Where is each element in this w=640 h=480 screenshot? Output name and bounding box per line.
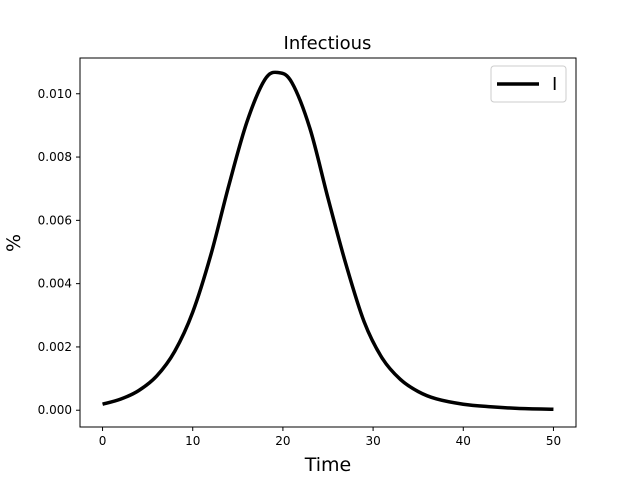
legend-label-i: I <box>552 74 557 95</box>
legend: I <box>490 65 567 103</box>
ticks-layer: 0 10 20 30 40 50 0.000 0.002 0.004 0.006 0.008 0.01… <box>38 87 561 448</box>
x-tick-label: 0 <box>99 434 107 448</box>
y-tick-label: 0.010 <box>38 87 72 101</box>
plot-area <box>80 58 576 427</box>
x-tick-label: 30 <box>365 434 380 448</box>
series-line-i <box>102 70 554 412</box>
x-axis-label: Time <box>304 454 352 476</box>
y-tick-label: 0.006 <box>38 213 72 227</box>
x-tick-label: 10 <box>185 434 200 448</box>
chart-title: Infectious <box>284 33 372 54</box>
y-axis-label: % <box>3 234 25 252</box>
x-tick-label: 50 <box>546 434 561 448</box>
y-tick-label: 0.004 <box>38 277 72 291</box>
plot-frame <box>79 57 577 428</box>
y-tick-label: 0.002 <box>38 340 72 354</box>
y-tick-label: 0.008 <box>38 150 72 164</box>
x-tick-label: 20 <box>275 434 290 448</box>
y-tick-label: 0.000 <box>38 403 72 417</box>
x-tick-label: 40 <box>456 434 471 448</box>
series-layer <box>102 70 554 412</box>
